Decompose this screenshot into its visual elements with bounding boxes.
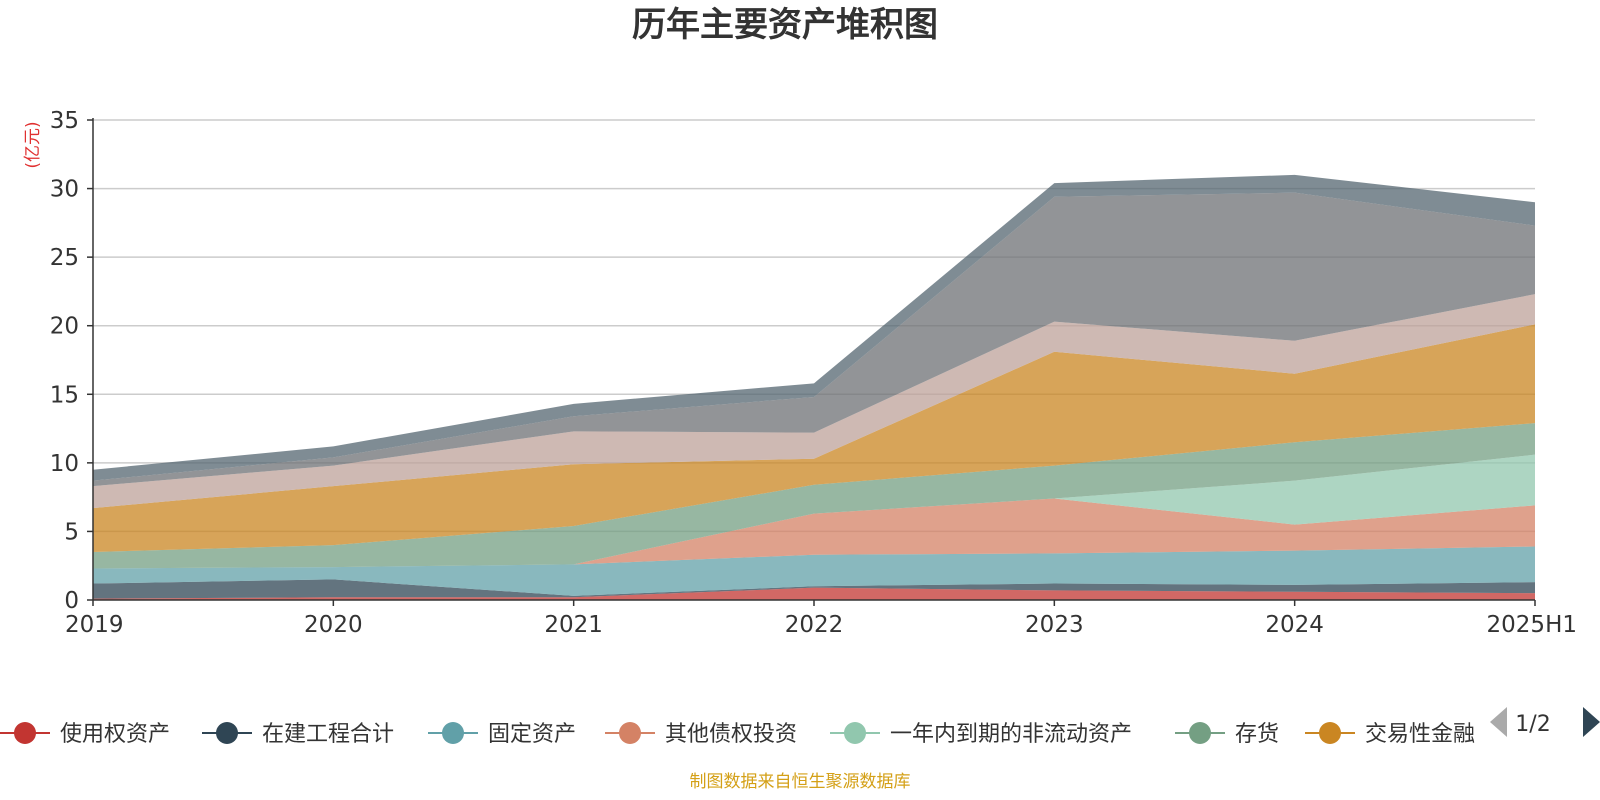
area-series-7 (93, 294, 1535, 509)
area-series-5 (93, 423, 1535, 569)
area-series-9 (93, 174, 1535, 481)
y-tick-label: 10 (50, 451, 79, 477)
x-tick-label: 2021 (544, 612, 603, 638)
legend-label: 存货 (1235, 722, 1279, 747)
y-tick-label: 15 (50, 382, 79, 408)
legend-prev-arrow-icon[interactable] (1490, 707, 1507, 737)
legend-item[interactable]: 使用权资产 (0, 722, 170, 747)
x-tick-label: 2020 (304, 612, 363, 638)
area-series-2 (93, 546, 1535, 596)
legend-label: 固定资产 (488, 722, 576, 747)
y-unit-label: (亿元) (23, 121, 43, 168)
legend-label: 交易性金融 (1365, 722, 1475, 747)
y-tick-label: 30 (50, 177, 79, 203)
legend-label: 使用权资产 (60, 722, 170, 747)
source-note: 制图数据来自恒生聚源数据库 (690, 772, 911, 792)
y-tick-label: 20 (50, 314, 79, 340)
legend-dot-icon (1189, 722, 1211, 744)
y-tick-label: 5 (64, 519, 79, 545)
legend-label: 其他债权投资 (665, 722, 797, 747)
chart-title: 历年主要资产堆积图 (632, 5, 938, 45)
axes: 0 5 10 15 20 25 30 35 2019 2020 2021 2022 2023 2024 20… (50, 108, 1577, 638)
x-tick-label: 2024 (1265, 612, 1324, 638)
legend-dot-icon (14, 722, 36, 744)
y-tick-label: 0 (64, 588, 79, 614)
legend-pager: 1/2 (1490, 707, 1600, 737)
x-tick-label: 2022 (785, 612, 844, 638)
legend-label: 一年内到期的非流动资产 (890, 722, 1132, 747)
legend-next-arrow-icon[interactable] (1583, 707, 1600, 737)
area-series-6 (93, 324, 1535, 552)
y-tick-label: 25 (50, 245, 79, 271)
legend-dot-icon (216, 722, 238, 744)
legend-label: 在建工程合计 (262, 722, 394, 747)
legend-item[interactable]: 在建工程合计 (202, 722, 394, 747)
legend-dot-icon (619, 722, 641, 744)
area-series-4 (93, 454, 1535, 569)
legend-dot-icon (442, 722, 464, 744)
legend-dot-icon (844, 722, 866, 744)
area-series-0 (93, 587, 1535, 600)
y-tick-label: 35 (50, 108, 79, 134)
area-series-3 (93, 498, 1535, 569)
legend-item[interactable]: 交易性金融 (1305, 722, 1475, 747)
legend-page-indicator: 1/2 (1515, 712, 1550, 737)
legend-item[interactable]: 一年内到期的非流动资产 (830, 722, 1132, 747)
legend: 使用权资产 在建工程合计 固定资产 其他债权投资 一年内到期的非流动资产 存货 交易性金融 (0, 722, 1475, 747)
legend-item[interactable]: 其他债权投资 (605, 722, 797, 747)
legend-dot-icon (1319, 722, 1341, 744)
x-tick-label: 2025H1 (1487, 612, 1577, 638)
legend-item[interactable]: 固定资产 (428, 722, 576, 747)
area-series-8 (93, 192, 1535, 487)
area-series-group (93, 174, 1535, 600)
legend-item[interactable]: 存货 (1175, 722, 1279, 747)
x-tick-label: 2019 (65, 612, 124, 638)
x-tick-label: 2023 (1025, 612, 1084, 638)
